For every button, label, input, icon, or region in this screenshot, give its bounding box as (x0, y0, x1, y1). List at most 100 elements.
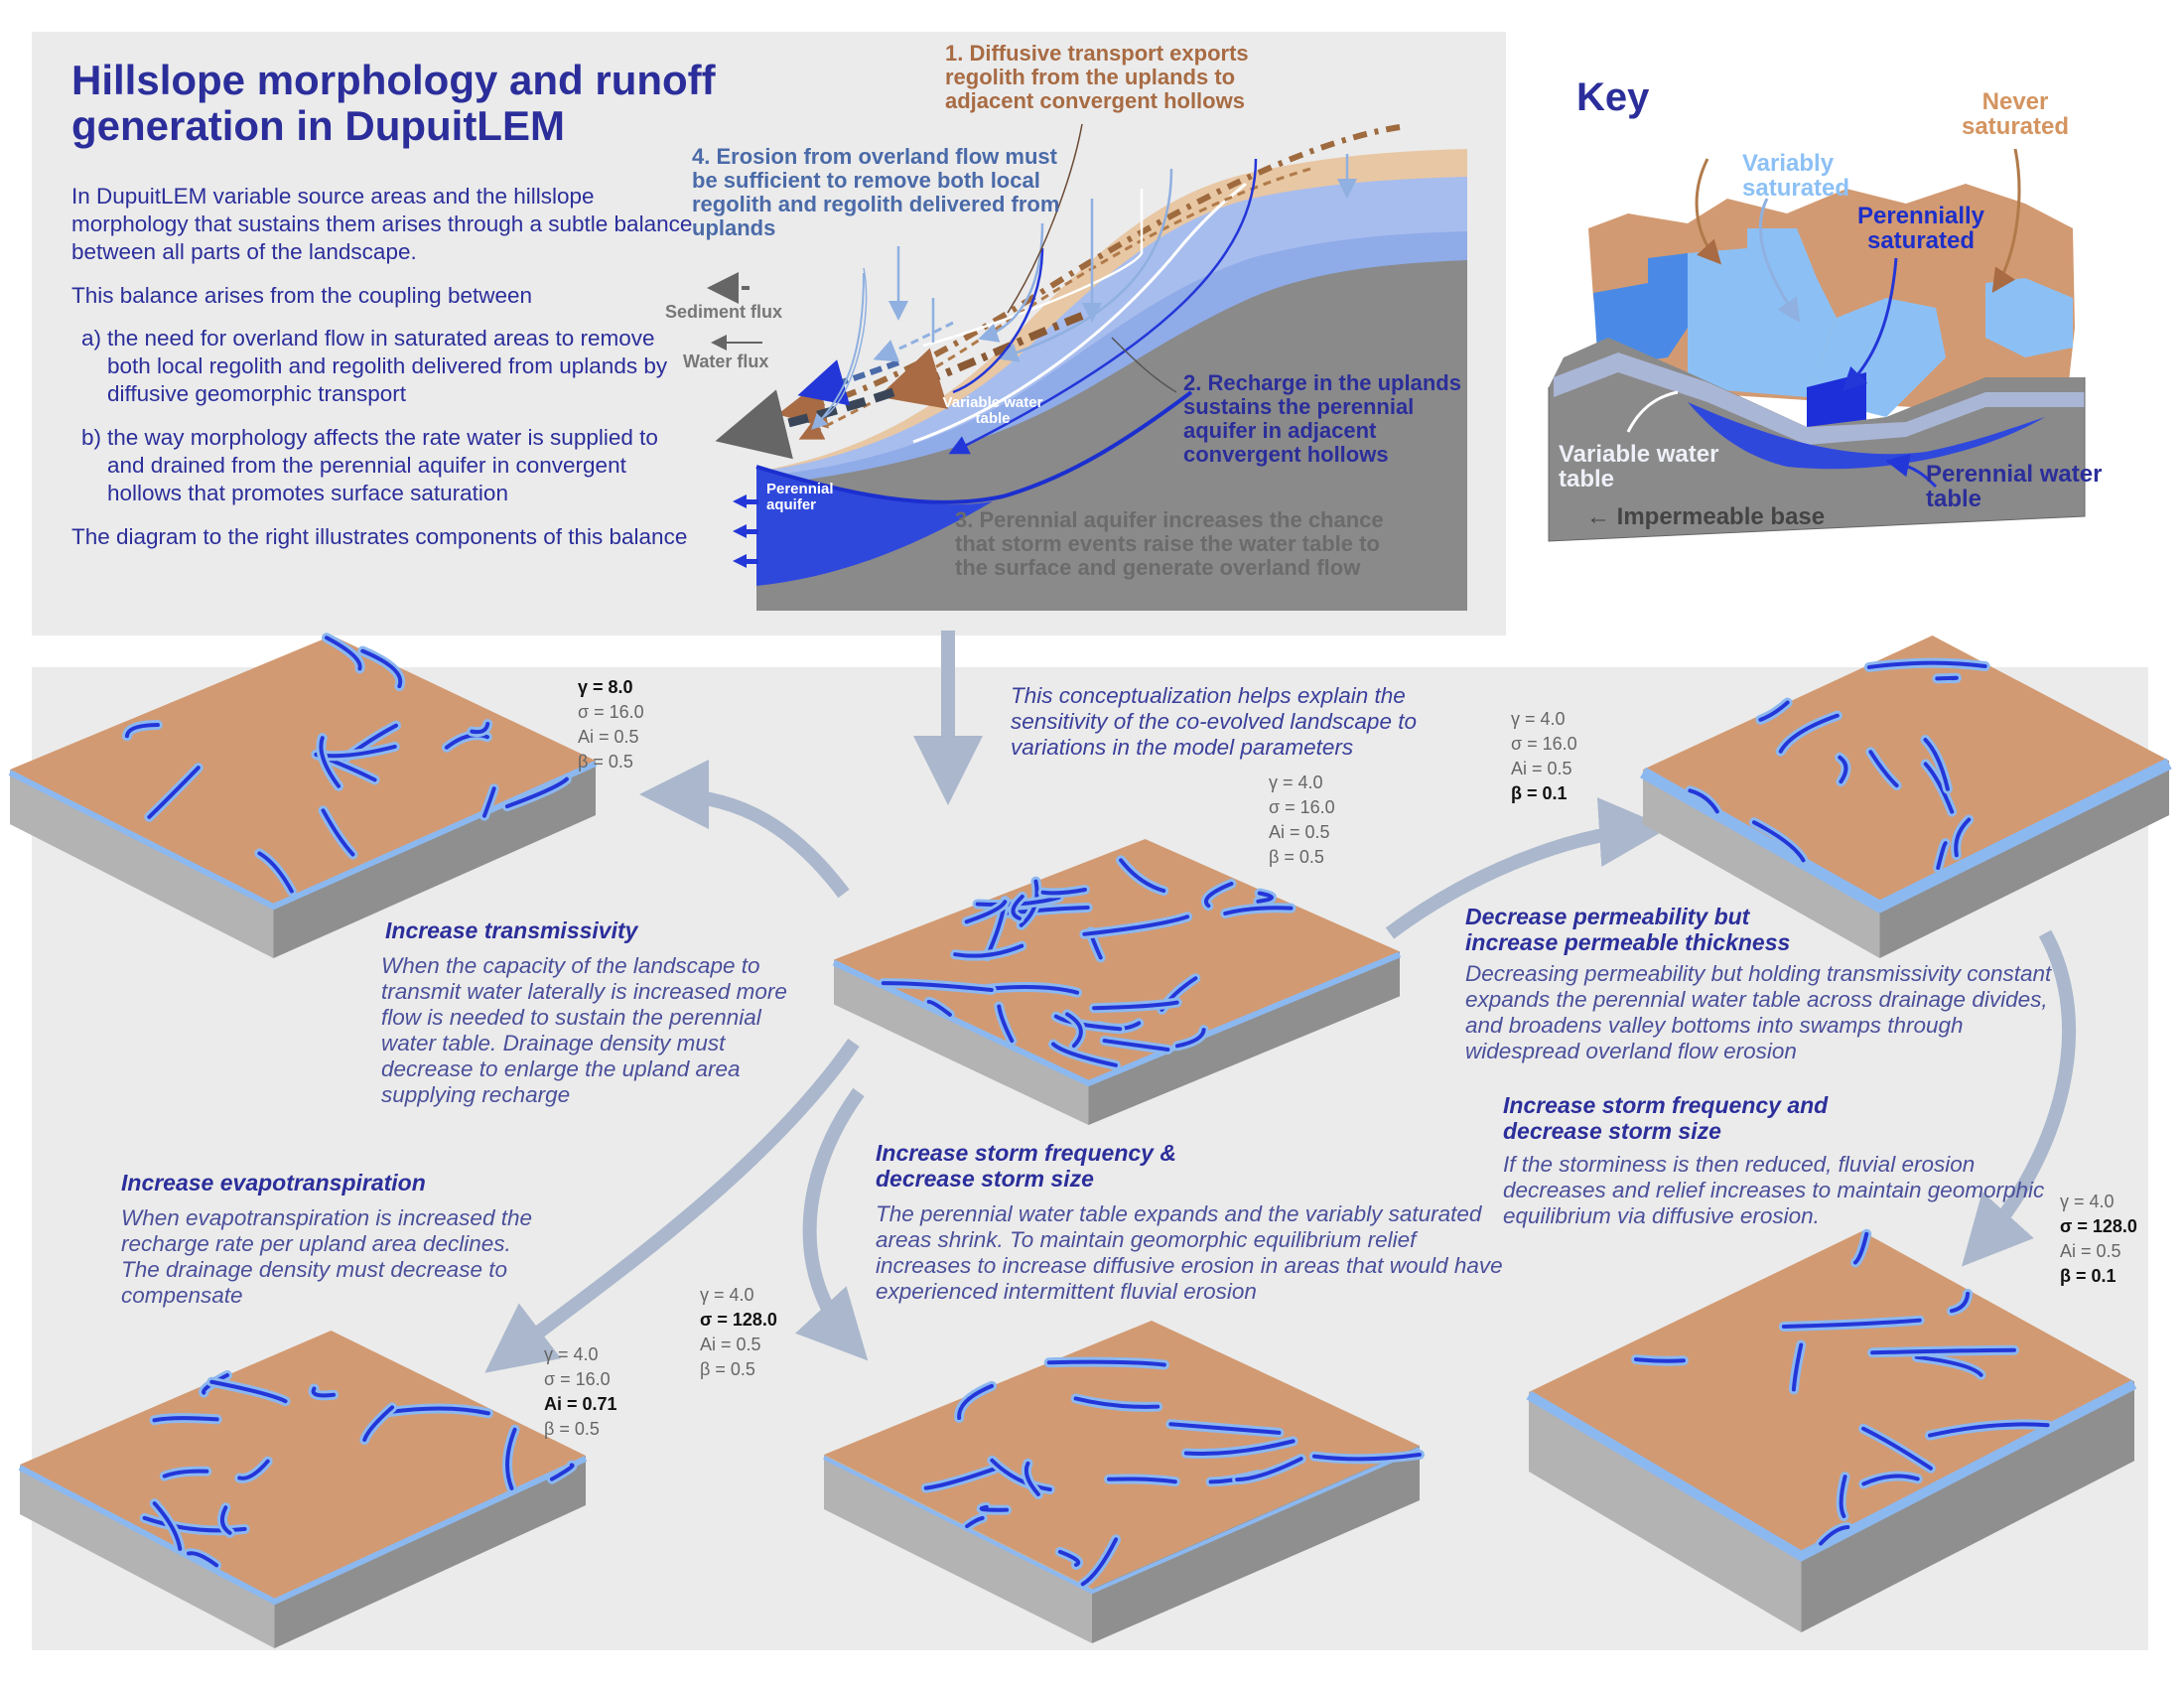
param-beta: β = 0.5 (578, 752, 633, 772)
block-side-right (273, 761, 596, 958)
perennial-channel (964, 900, 1008, 924)
perennial-channel (1634, 1357, 1686, 1363)
terrain-surface (20, 1331, 586, 1599)
param-beta: β = 0.1 (1511, 783, 1568, 803)
caption-permeability-body: Decreasing permeability but holding tran… (1465, 961, 2052, 1063)
key-perennial-water-table: Perennial water table (1926, 461, 2103, 512)
perennial-channel (957, 1383, 995, 1421)
terrain-surface (1529, 1231, 2134, 1553)
water-table-edge (832, 951, 1402, 1087)
block-side-left (10, 770, 274, 958)
perennial-channel (979, 1504, 1010, 1512)
perennial-channel (1024, 1461, 1040, 1496)
terrain-surface (10, 635, 596, 904)
key-never-saturated: Never saturated (1961, 88, 2070, 140)
perennial-channel (923, 1467, 997, 1490)
perennial-channel (1092, 1000, 1179, 1011)
callout-overland-erosion: 4. Erosion from overland flow must be su… (692, 144, 1060, 240)
params-increase-evapotranspiration: γ = 4.0 σ = 16.0 Ai = 0.71 β = 0.5 (544, 1342, 617, 1442)
perennial-channel (1311, 1452, 1422, 1462)
intro-p2: This balance arises from the coupling be… (71, 283, 533, 308)
aquifer-outflow-arrows (733, 494, 758, 568)
param-sigma: σ = 128.0 (700, 1310, 777, 1330)
perennial-channel (1107, 1477, 1177, 1484)
block-side-left (1643, 770, 1880, 958)
landscape-increase-evapotranspiration (18, 1331, 588, 1648)
perennial-channel (321, 808, 355, 857)
param-gamma: γ = 4.0 (544, 1344, 599, 1364)
perennial-channel (1923, 762, 1955, 814)
caption-et-body: When evapotranspiration is increased the… (121, 1205, 532, 1308)
perennial-channel (1838, 755, 1848, 784)
intro-a-text: the need for overland flow in saturated … (107, 326, 668, 406)
landscape-increase-storm-frequency (823, 1321, 1425, 1643)
param-beta: β = 0.1 (2060, 1266, 2116, 1286)
caption-transmissivity-body: When the capacity of the landscape to tr… (381, 953, 787, 1107)
perennial-channel (124, 723, 160, 739)
intro-b: b) the way morphology affects the rate w… (81, 424, 697, 507)
perennial-channel (1183, 1439, 1296, 1456)
perennial-channel (1861, 1426, 1933, 1471)
page-title: Hillslope morphology and runoff generati… (71, 57, 716, 149)
block-side-right (1801, 1381, 2134, 1632)
perennial-channel (1935, 675, 1959, 681)
perennial-channel (1936, 841, 1948, 871)
callout-perennial-aquifer: 3. Perennial aquifer increases the chanc… (955, 507, 1384, 580)
block-side-left (824, 1455, 1092, 1643)
block-side-right (274, 1456, 586, 1648)
perennial-channel (504, 776, 569, 809)
perennial-channel (1914, 1354, 1983, 1377)
water-table-edge (1526, 1379, 2137, 1562)
param-sigma: σ = 16.0 (1511, 734, 1577, 754)
water-table-edge (18, 1456, 588, 1606)
perennial-channel (1870, 1347, 2016, 1355)
perennial-channel (997, 1004, 1015, 1044)
perennial-channel (953, 943, 1024, 958)
water-table-edge (1640, 758, 2172, 914)
variable-water-table-label: Variable water table (942, 394, 1043, 427)
perennial-channel (1080, 1537, 1119, 1587)
perennial-channel (1950, 1291, 1971, 1314)
perennial-channel (1235, 1457, 1303, 1482)
perennial-channel (481, 786, 496, 818)
perennial-channel (1866, 660, 1987, 669)
perennial-channel (362, 1405, 395, 1443)
water-flux-arrows (811, 154, 1357, 455)
perennial-channel (1065, 1012, 1083, 1049)
water-flux-label: Water flux (683, 352, 769, 371)
perennial-channel (1927, 1422, 2050, 1438)
perennial-channel (1688, 788, 1719, 814)
param-ai: Ai = 0.5 (578, 727, 639, 747)
perennial-channel (202, 1373, 229, 1395)
perennial-channel (1223, 906, 1294, 915)
intro-a-label: a) (81, 326, 102, 351)
key-block (1548, 148, 2086, 542)
perennial-channel (1119, 858, 1166, 894)
perennial-channel (1954, 817, 1972, 858)
param-beta: β = 0.5 (700, 1359, 755, 1379)
param-ai: Ai = 0.5 (1269, 822, 1330, 842)
landscape-reduce-storminess (1526, 1228, 2137, 1632)
perennial-channel (1791, 1342, 1804, 1392)
perennial-channel (257, 851, 294, 894)
perennial-channel (1168, 1422, 1282, 1435)
perennial-channel (387, 1406, 490, 1416)
perennial-channel (1868, 750, 1899, 788)
param-sigma: σ = 16.0 (1269, 797, 1335, 817)
perennial-channel (219, 1505, 232, 1535)
block-side-left (834, 959, 1089, 1125)
flux-legend-icons (707, 272, 762, 351)
perennial-channel (1174, 1028, 1206, 1049)
perennial-channel (1073, 1396, 1160, 1409)
landscape-decrease-permeability (1640, 635, 2172, 958)
param-gamma: γ = 4.0 (700, 1285, 754, 1305)
perennial-channel (1046, 1359, 1166, 1367)
perennial-channel (965, 1515, 985, 1529)
perennial-channel (1852, 1231, 1869, 1265)
perennial-channel (1040, 887, 1087, 896)
perennial-channel (1204, 881, 1234, 909)
perennial-channel (162, 1469, 209, 1478)
perennial-channel (1751, 820, 1806, 863)
perennial-channel (1923, 738, 1950, 791)
perennial-channel (1082, 914, 1190, 936)
